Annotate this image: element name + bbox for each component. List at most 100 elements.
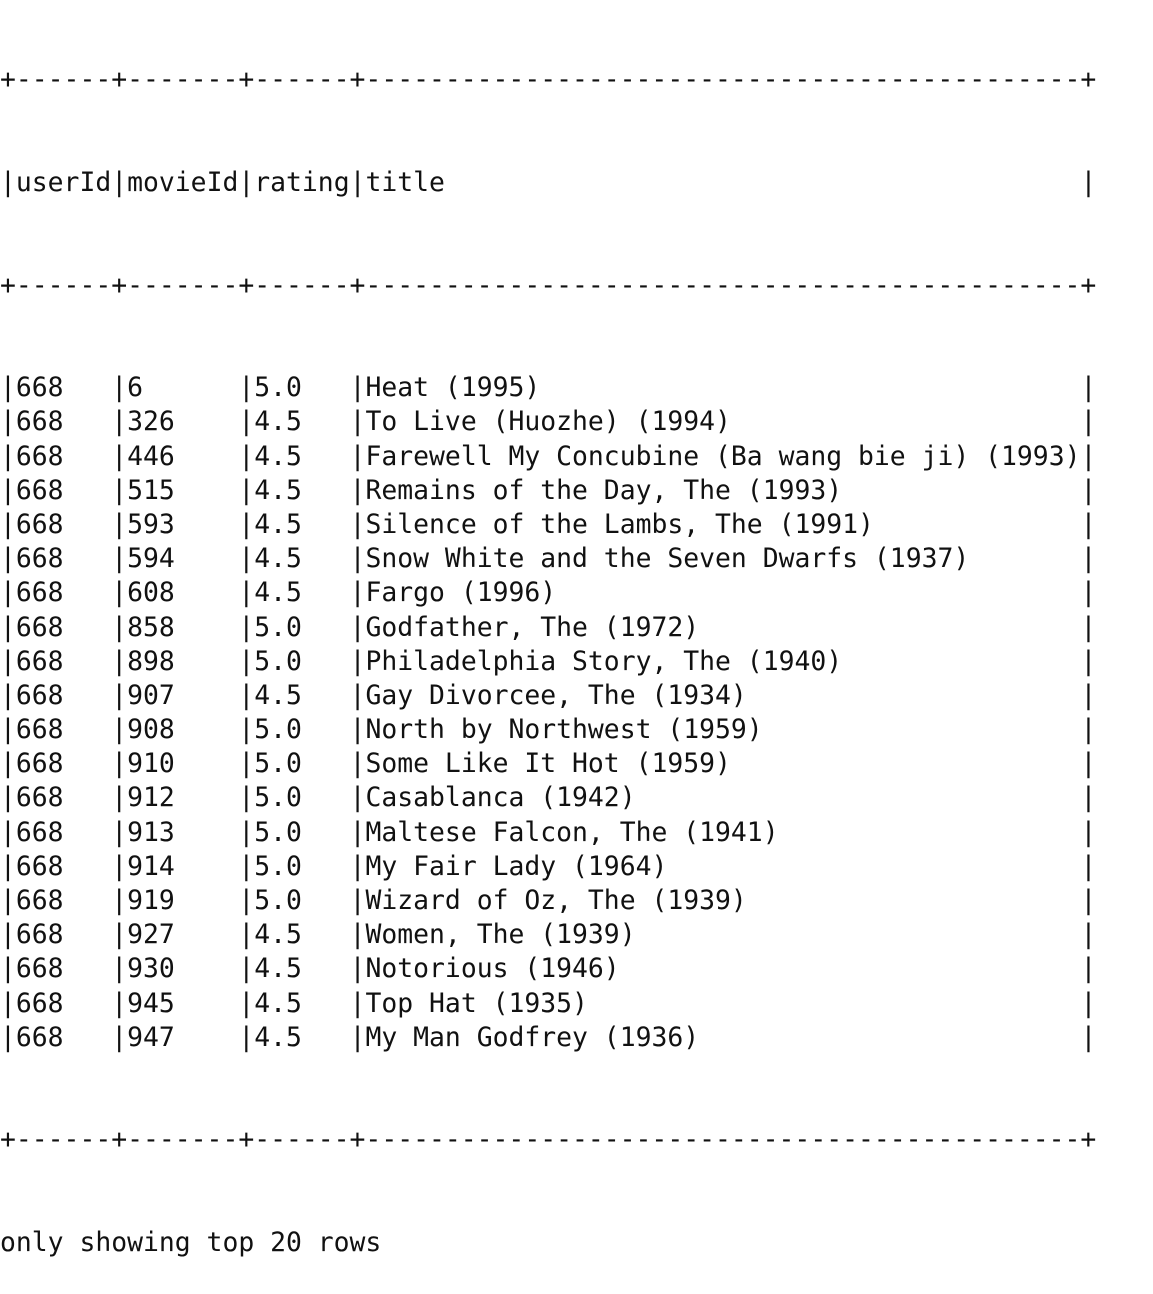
cell-col-user-id: 668 <box>15 1021 112 1053</box>
column-separator: | <box>111 850 128 882</box>
column-separator: | <box>238 816 255 848</box>
cell-col-user-id: 668 <box>15 679 112 711</box>
column-separator: | <box>238 645 255 677</box>
cell-col-rating: 5.0 <box>254 850 350 882</box>
column-separator: | <box>238 748 255 780</box>
column-separator: | <box>349 714 366 746</box>
column-separator: | <box>349 440 366 472</box>
cell-col-title: To Live (Huozhe) (1994) <box>365 406 1081 438</box>
column-separator: | <box>238 611 255 643</box>
column-separator: | <box>0 679 16 711</box>
column-separator: | <box>238 406 255 438</box>
cell-col-user-id: 668 <box>15 782 112 814</box>
column-separator: | <box>349 987 366 1019</box>
table-row: |668 |594 |4.5 |Snow White and the Seven… <box>0 542 1096 576</box>
column-separator: | <box>238 474 255 506</box>
table-header-row: |userId|movieId|rating|title | <box>0 166 1096 200</box>
column-separator: | <box>0 748 16 780</box>
table-body: |668 |6 |5.0 |Heat (1995) | |668 |326 |4.… <box>0 371 1096 1055</box>
cell-col-movie-id: 515 <box>127 474 239 506</box>
column-separator: | <box>349 645 366 677</box>
column-separator: | <box>1080 645 1097 677</box>
cell-col-user-id: 668 <box>15 611 112 643</box>
cell-col-movie-id: 910 <box>127 748 239 780</box>
column-separator: | <box>1080 953 1097 985</box>
column-separator: | <box>1080 782 1097 814</box>
column-separator: | <box>111 577 128 609</box>
cell-col-movie-id: 446 <box>127 440 239 472</box>
cell-col-title: My Man Godfrey (1936) <box>365 1021 1081 1053</box>
cell-col-title: Women, The (1939) <box>365 919 1081 951</box>
table-row: |668 |910 |5.0 |Some Like It Hot (1959) … <box>0 747 1096 781</box>
column-separator: | <box>1080 577 1097 609</box>
column-separator: | <box>1080 474 1097 506</box>
column-separator: | <box>1080 885 1097 916</box>
column-separator: | <box>238 372 255 404</box>
cell-col-rating: 5.0 <box>254 714 350 746</box>
column-separator: | <box>111 987 128 1019</box>
cell-col-title: Notorious (1946) <box>365 953 1081 985</box>
cell-col-user-id: 668 <box>15 714 112 746</box>
table-top-border: +------+-------+------+-----------------… <box>0 64 1097 96</box>
column-separator: | <box>111 748 128 780</box>
column-separator: | <box>1080 406 1097 438</box>
column-separator: | <box>111 543 128 575</box>
column-separator: | <box>349 372 366 404</box>
column-separator: | <box>0 440 16 472</box>
table-row: |668 |858 |5.0 |Godfather, The (1972) | <box>0 611 1096 645</box>
column-separator: | <box>111 885 128 916</box>
cell-col-movie-id: 898 <box>127 645 239 677</box>
cell-col-user-id: 668 <box>15 816 112 848</box>
column-separator: | <box>0 577 16 609</box>
table-row: |668 |608 |4.5 |Fargo (1996) | <box>0 576 1096 610</box>
cell-col-rating: 4.5 <box>254 919 350 951</box>
cell-col-movie-id: 6 <box>127 372 239 404</box>
cell-col-movie-id: 930 <box>127 953 239 985</box>
table-row: |668 |446 |4.5 |Farewell My Concubine (B… <box>0 440 1096 474</box>
cell-col-user-id: 668 <box>15 372 112 404</box>
column-separator: | <box>0 1021 16 1053</box>
column-separator: | <box>349 1021 366 1053</box>
column-separator: | <box>238 167 255 198</box>
column-separator: | <box>349 782 366 814</box>
cell-col-title: Godfather, The (1972) <box>365 611 1081 643</box>
column-separator: | <box>238 1021 255 1053</box>
table-bottom-border: +------+-------+------+-----------------… <box>0 1124 1097 1156</box>
cell-col-rating: 5.0 <box>254 816 350 848</box>
cell-col-title: Farewell My Concubine (Ba wang bie ji) (… <box>365 440 1081 472</box>
table-row: |668 |912 |5.0 |Casablanca (1942) | <box>0 781 1096 815</box>
truncation-note: only showing top 20 rows <box>0 1226 382 1258</box>
column-separator: | <box>349 167 366 198</box>
table-row: |668 |898 |5.0 |Philadelphia Story, The … <box>0 645 1096 679</box>
column-separator: | <box>1080 440 1097 472</box>
table-row: |668 |593 |4.5 |Silence of the Lambs, Th… <box>0 508 1096 542</box>
cell-col-rating: 4.5 <box>254 1021 350 1053</box>
cell-col-movie-id: 919 <box>127 885 239 916</box>
column-separator: | <box>1080 748 1097 780</box>
cell-col-title: Remains of the Day, The (1993) <box>365 474 1081 506</box>
cell-col-rating: 4.5 <box>254 987 350 1019</box>
column-separator: | <box>1080 679 1097 711</box>
table-row: |668 |945 |4.5 |Top Hat (1935) | <box>0 987 1096 1021</box>
table-row: |668 |930 |4.5 |Notorious (1946) | <box>0 952 1096 986</box>
column-separator: | <box>0 611 16 643</box>
column-separator: | <box>0 474 16 506</box>
column-separator: | <box>238 885 255 916</box>
cell-col-title: Fargo (1996) <box>365 577 1081 609</box>
cell-col-title: Maltese Falcon, The (1941) <box>365 816 1081 848</box>
spark-dataframe-output: +------+-------+------+-----------------… <box>0 64 1097 1258</box>
column-separator: | <box>1080 372 1097 404</box>
column-separator: | <box>111 782 128 814</box>
column-separator: | <box>111 611 128 643</box>
cell-col-movie-id: 945 <box>127 987 239 1019</box>
cell-col-movie-id: 608 <box>127 577 239 609</box>
cell-col-title: Gay Divorcee, The (1934) <box>365 679 1081 711</box>
cell-col-rating: 4.5 <box>254 406 350 438</box>
column-separator: | <box>1080 850 1097 882</box>
cell-col-title: Heat (1995) <box>365 372 1081 404</box>
cell-col-movie-id: 907 <box>127 679 239 711</box>
column-separator: | <box>0 372 16 404</box>
column-separator: | <box>238 953 255 985</box>
column-separator: | <box>349 543 366 575</box>
cell-col-user-id: 668 <box>15 987 112 1019</box>
